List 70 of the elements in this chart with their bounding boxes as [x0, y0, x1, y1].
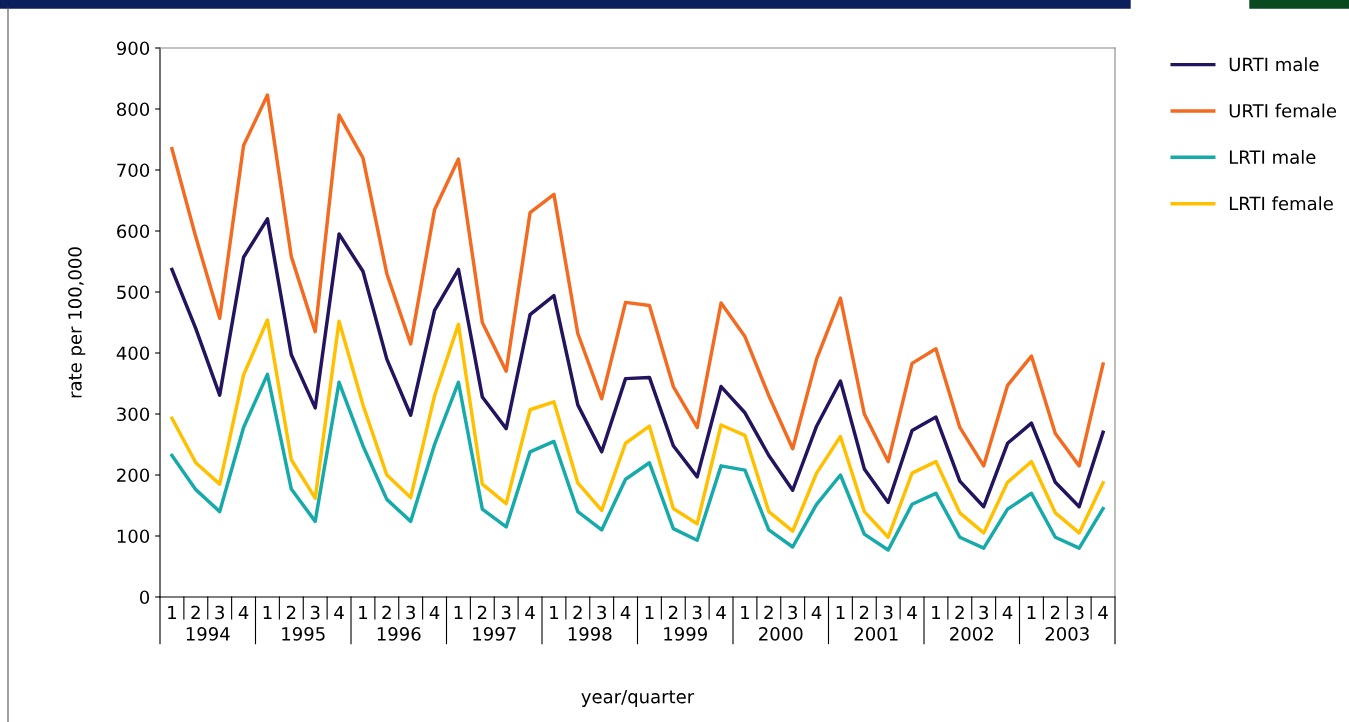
text: 2003 — [1045, 627, 1089, 641]
x-tick-label: 2 — [477, 605, 487, 620]
legend-label: LRTI female — [1229, 196, 1333, 211]
x-tick-label: 1 — [263, 605, 272, 620]
line-series — [170, 217, 1105, 509]
line-series — [170, 93, 1105, 468]
x-tick-label: 4 — [1002, 605, 1013, 620]
x-tick-label: 1 — [550, 605, 559, 620]
x-tick-label: 3 — [1074, 605, 1084, 620]
y-tick-label: 0 — [139, 590, 150, 605]
text: 1994 — [186, 627, 230, 641]
x-tick-label: 4 — [620, 605, 631, 620]
y-tick-label: 900 — [116, 41, 150, 56]
y-tick-label: 600 — [117, 224, 150, 239]
y-tick-label: 200 — [117, 468, 150, 483]
x-tick-label: 4 — [907, 605, 917, 620]
text: 1999 — [664, 627, 707, 641]
x-tick-label: 1 — [168, 605, 177, 620]
text: 1997 — [473, 627, 516, 641]
x-tick-label: 4 — [1098, 605, 1108, 620]
x-tick-label: 1 — [836, 605, 845, 620]
x-tick-label: 2 — [286, 605, 296, 620]
text: 2000 — [759, 627, 803, 641]
y-axis-title: rate per 100,000 — [68, 247, 86, 398]
x-axis-title: year/quarter — [581, 690, 695, 707]
x-tick-label: 2 — [859, 605, 869, 620]
text: 2001 — [854, 627, 898, 641]
x-tick-label: 4 — [238, 605, 249, 620]
x-tick-label: 3 — [788, 605, 797, 620]
x-tick-label: 2 — [1050, 605, 1060, 620]
x-tick-label: 2 — [573, 605, 582, 620]
y-tick-label: 500 — [117, 285, 150, 300]
line-series — [170, 372, 1105, 552]
text: 1998 — [568, 627, 612, 641]
x-tick-label: 1 — [454, 605, 463, 620]
x-tick-label: 3 — [883, 605, 893, 620]
x-tick-label: 1 — [932, 605, 941, 620]
x-tick-label: 1 — [741, 605, 750, 620]
text: 2002 — [950, 627, 993, 641]
y-tick-label: 100 — [117, 529, 150, 544]
x-tick-label: 3 — [310, 605, 320, 620]
legend-label: URTI female — [1229, 103, 1337, 118]
x-tick-label: 3 — [501, 605, 511, 620]
text: 1996 — [377, 627, 421, 641]
x-tick-label: 3 — [215, 605, 224, 620]
y-tick-label: 400 — [116, 346, 150, 361]
line-series — [170, 318, 1105, 539]
x-tick-label: 1 — [1027, 605, 1036, 620]
x-tick-label: 2 — [668, 605, 678, 620]
x-tick-label: 3 — [979, 605, 988, 620]
x-tick-label: 2 — [382, 605, 391, 620]
x-tick-label: 3 — [597, 605, 606, 620]
y-tick-label: 700 — [117, 163, 150, 178]
x-tick-label: 4 — [525, 605, 535, 620]
legend-label: URTI male — [1229, 57, 1319, 72]
x-tick-label: 4 — [429, 605, 440, 620]
x-tick-label: 2 — [764, 605, 773, 620]
legend-label: LRTI male — [1229, 149, 1316, 164]
x-tick-label: 1 — [645, 605, 654, 620]
x-tick-label: 2 — [191, 605, 200, 620]
x-tick-label: 4 — [334, 605, 344, 620]
x-tick-label: 4 — [716, 605, 726, 620]
x-tick-label: 3 — [692, 605, 702, 620]
y-tick-label: 800 — [117, 102, 150, 117]
x-tick-label: 1 — [359, 605, 368, 620]
x-tick-label: 2 — [955, 605, 964, 620]
x-tick-label: 4 — [811, 605, 822, 620]
x-tick-label: 3 — [406, 605, 415, 620]
text: 1995 — [282, 627, 325, 641]
y-tick-label: 300 — [117, 407, 150, 422]
